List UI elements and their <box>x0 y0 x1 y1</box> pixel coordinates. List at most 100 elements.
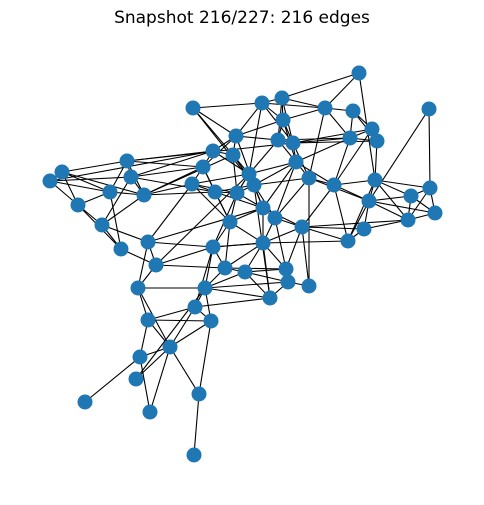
node-66 <box>142 404 158 420</box>
node-52 <box>278 261 294 277</box>
node-45 <box>255 235 271 251</box>
node-36 <box>255 200 271 216</box>
node-55 <box>130 280 146 296</box>
edge-58-59 <box>147 306 196 321</box>
node-40 <box>400 212 416 228</box>
node-35 <box>70 197 86 213</box>
edge-34-37 <box>368 200 436 214</box>
node-58 <box>187 299 203 315</box>
edge-38-17 <box>274 161 297 219</box>
node-27 <box>184 176 200 192</box>
node-9 <box>369 133 385 149</box>
node-64 <box>191 386 207 402</box>
node-49 <box>148 257 164 273</box>
edge-57-58 <box>194 297 271 308</box>
node-60 <box>203 313 219 329</box>
edge-26-33 <box>374 179 431 189</box>
node-29 <box>136 187 152 203</box>
node-65 <box>77 394 93 410</box>
edge-2-11 <box>192 107 237 137</box>
node-8 <box>364 121 380 137</box>
node-5 <box>317 100 333 116</box>
node-11 <box>228 128 244 144</box>
node-1 <box>421 101 437 117</box>
node-51 <box>237 264 253 280</box>
node-54 <box>301 278 317 294</box>
node-3 <box>254 95 270 111</box>
node-32 <box>403 188 419 204</box>
edge-44-26 <box>347 179 376 242</box>
edge-8-25 <box>333 128 373 186</box>
edge-10-25 <box>333 137 351 186</box>
edge-18-21 <box>130 166 204 178</box>
edge-0-5 <box>324 72 360 109</box>
node-47 <box>205 239 221 255</box>
edge-27-39 <box>191 183 231 223</box>
edge-42-44 <box>301 226 349 242</box>
edge-18-29 <box>143 166 204 196</box>
node-43 <box>356 221 372 237</box>
edge-17-24 <box>253 161 297 186</box>
node-12 <box>270 132 286 148</box>
edge-60-64 <box>198 320 212 395</box>
edge-58-61 <box>169 306 196 348</box>
node-25 <box>326 177 342 193</box>
node-0 <box>351 65 367 81</box>
edge-21-30 <box>130 176 216 193</box>
edge-59-60 <box>147 319 212 322</box>
edge-17-22 <box>248 161 297 175</box>
edge-19-28 <box>61 171 111 193</box>
node-28 <box>102 184 118 200</box>
edge-61-63 <box>135 346 171 380</box>
node-61 <box>162 339 178 355</box>
node-31 <box>229 185 245 201</box>
node-67 <box>186 447 202 463</box>
node-23 <box>301 170 317 186</box>
node-20 <box>42 173 58 189</box>
node-63 <box>128 371 144 387</box>
edge-10-17 <box>295 137 351 163</box>
node-48 <box>113 241 129 257</box>
node-15 <box>225 147 241 163</box>
edge-50-52 <box>224 267 287 270</box>
edge-66-61 <box>149 346 171 413</box>
node-7 <box>275 112 291 128</box>
node-21 <box>123 169 139 185</box>
edge-44-45 <box>262 240 349 244</box>
edge-20-21 <box>49 176 132 182</box>
node-41 <box>94 217 110 233</box>
node-57 <box>262 290 278 306</box>
edge-23-24 <box>253 177 310 186</box>
edge-3-22 <box>248 102 263 175</box>
chart-title: Snapshot 216/227: 216 edges <box>114 8 370 28</box>
edge-58-47 <box>194 246 214 308</box>
edge-3-5 <box>261 102 326 109</box>
edge-14-21 <box>130 150 214 178</box>
edge-9-13 <box>292 140 378 144</box>
edge-61-64 <box>169 346 200 395</box>
edge-23-38 <box>274 177 310 219</box>
node-38 <box>267 210 283 226</box>
edge-60-61 <box>169 320 212 348</box>
edge-22-27 <box>191 173 250 185</box>
edge-55-46 <box>137 241 149 289</box>
node-layer <box>42 65 443 463</box>
node-13 <box>285 135 301 151</box>
edge-28-48 <box>109 191 122 250</box>
node-26 <box>367 172 383 188</box>
node-59 <box>140 312 156 328</box>
node-24 <box>246 177 262 193</box>
edge-16-19 <box>61 160 128 173</box>
node-33 <box>422 180 438 196</box>
node-50 <box>217 260 233 276</box>
edge-8-13 <box>292 128 373 144</box>
node-53 <box>280 274 296 290</box>
node-56 <box>197 280 213 296</box>
node-6 <box>345 103 361 119</box>
node-30 <box>207 184 223 200</box>
edge-17-36 <box>262 161 297 209</box>
node-62 <box>132 349 148 365</box>
edge-38-52 <box>274 217 287 270</box>
edge-16-18 <box>126 160 204 168</box>
node-39 <box>222 214 238 230</box>
